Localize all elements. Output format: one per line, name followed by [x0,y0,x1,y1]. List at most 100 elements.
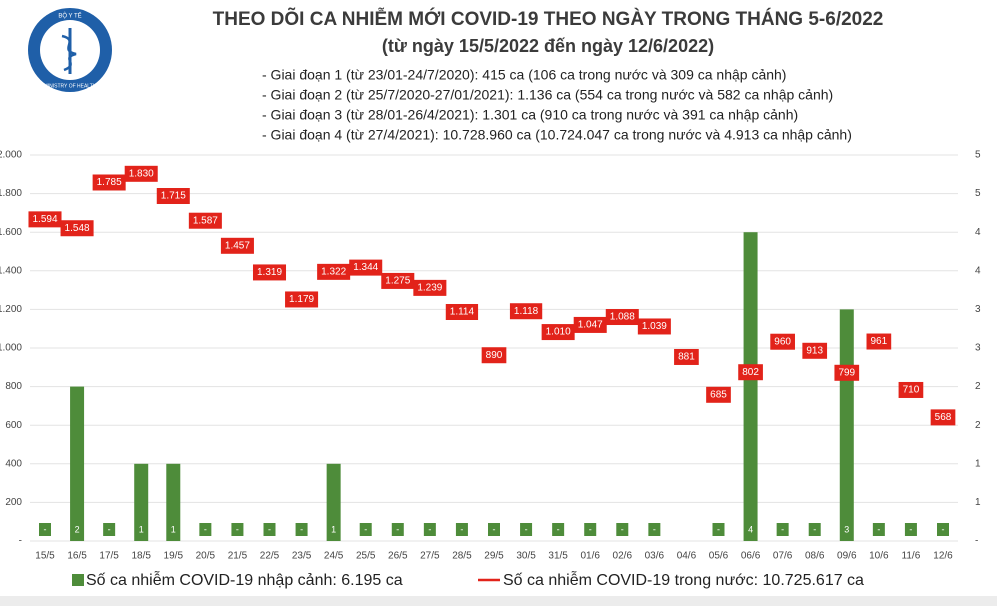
bar [70,386,85,541]
bar-value-label: - [813,524,816,534]
line-value-label: 568 [935,412,952,423]
x-tick-label: 10/6 [869,551,889,562]
x-tick-label: 09/6 [837,551,857,562]
line-label-box [349,259,383,276]
bar-label-box [391,523,404,536]
note: - Giai đoạn 2 (từ 25/7/2020-27/01/2021):… [262,87,833,103]
y2-tick-label: - [975,536,978,547]
line-value-label: 1.594 [32,214,57,225]
bar-value-label: - [268,524,271,534]
line-label-box [188,212,222,229]
line-label-box [317,263,351,280]
x-tick-label: 04/6 [677,551,697,562]
x-tick-label: 25/5 [356,551,376,562]
line-label-box [706,386,731,403]
y2-tick-label: 5 [975,188,981,199]
line-value-label: 1.319 [257,267,282,278]
line-value-label: 1.322 [321,266,346,277]
bar [166,463,181,541]
y-tick-label: 1.000 [0,343,22,354]
y-tick-label: 800 [5,381,22,392]
x-tick-label: 15/5 [35,551,55,562]
x-tick-label: 01/6 [580,551,600,562]
x-tick-label: 17/5 [99,551,119,562]
bar-value-label: 4 [748,524,753,534]
bar-value-label: - [44,524,47,534]
bar-label-box [231,523,244,536]
y2-tick-label: 1 [975,497,981,508]
x-tick-label: 07/6 [773,551,793,562]
line-label-box [834,364,860,381]
line-label-box [445,303,479,320]
x-tick-label: 30/5 [516,551,536,562]
line-label-box [413,279,447,296]
line-label-box [252,264,287,281]
x-tick-label: 08/6 [805,551,825,562]
bar-label-box [423,523,436,536]
legend-label: Số ca nhiễm COVID-19 nhập cảnh: 6.195 ca [86,570,403,589]
line-label-box [738,364,763,381]
x-tick-label: 28/5 [452,551,472,562]
line-label-box [637,318,671,335]
bar-value-label: - [236,524,239,534]
bar-label-box [359,523,372,536]
line-value-label: 1.275 [385,276,410,287]
line-value-label: 1.088 [610,312,635,323]
x-tick-label: 02/6 [613,551,633,562]
logo-snake [61,34,77,72]
line-label-box [60,220,94,237]
bar-value-label: - [877,524,880,534]
x-tick-label: 22/5 [260,551,280,562]
line-value-label: 960 [774,336,791,347]
y-tick-label: 1.400 [0,265,22,276]
line-value-label: 913 [806,345,823,356]
bar-label-box [776,523,789,536]
x-tick-label: 12/6 [933,551,953,562]
y2-tick-label: 3 [975,304,981,315]
x-tick-label: 24/5 [324,551,344,562]
line-value-label: 1.118 [514,306,539,317]
bar-label-box [455,523,468,536]
bar-label-box [199,523,212,536]
y2-tick-label: 5 [975,150,981,161]
x-tick-label: 20/5 [196,551,216,562]
bar-label-box [872,523,885,536]
y-tick-label: 1.200 [0,304,22,315]
bar-value-label: - [493,524,496,534]
bar-value-label: 1 [139,524,144,534]
note: - Giai đoạn 3 (từ 28/01-26/4/2021): 1.30… [262,107,798,123]
line-value-label: 1.548 [65,223,90,234]
y-tick-label: 400 [5,458,22,469]
line-value-label: 890 [486,350,503,361]
y-tick-label: 200 [5,497,22,508]
y2-tick-label: 4 [975,227,981,238]
line-value-label: 881 [678,352,695,363]
bar-label-box [520,523,533,536]
bar-value-label: - [204,524,207,534]
line-label-box [285,291,319,308]
bar-label-box [327,523,340,536]
bar-value-label: - [396,524,399,534]
line-value-label: 1.785 [97,177,122,188]
line-label-box [481,347,507,364]
y-tick-label: 1.800 [0,188,22,199]
line-value-label: 1.239 [417,283,442,294]
bar-label-box [71,523,84,536]
bar [743,232,758,541]
line-value-label: 1.114 [450,307,475,318]
x-tick-label: 21/5 [228,551,248,562]
x-tick-label: 11/6 [902,551,921,562]
bar-label-box [135,523,148,536]
bar-value-label: - [300,524,303,534]
line-label-box [802,342,828,359]
x-tick-label: 23/5 [292,551,312,562]
x-tick-label: 29/5 [484,551,504,562]
bar-value-label: - [942,524,945,534]
logo-bottom: MINISTRY OF HEALTH [44,83,97,89]
line-value-label: 1.010 [546,327,571,338]
bar [134,463,149,541]
line-value-label: 1.587 [193,215,218,226]
x-tick-label: 18/5 [131,551,151,562]
bar-value-label: - [621,524,624,534]
